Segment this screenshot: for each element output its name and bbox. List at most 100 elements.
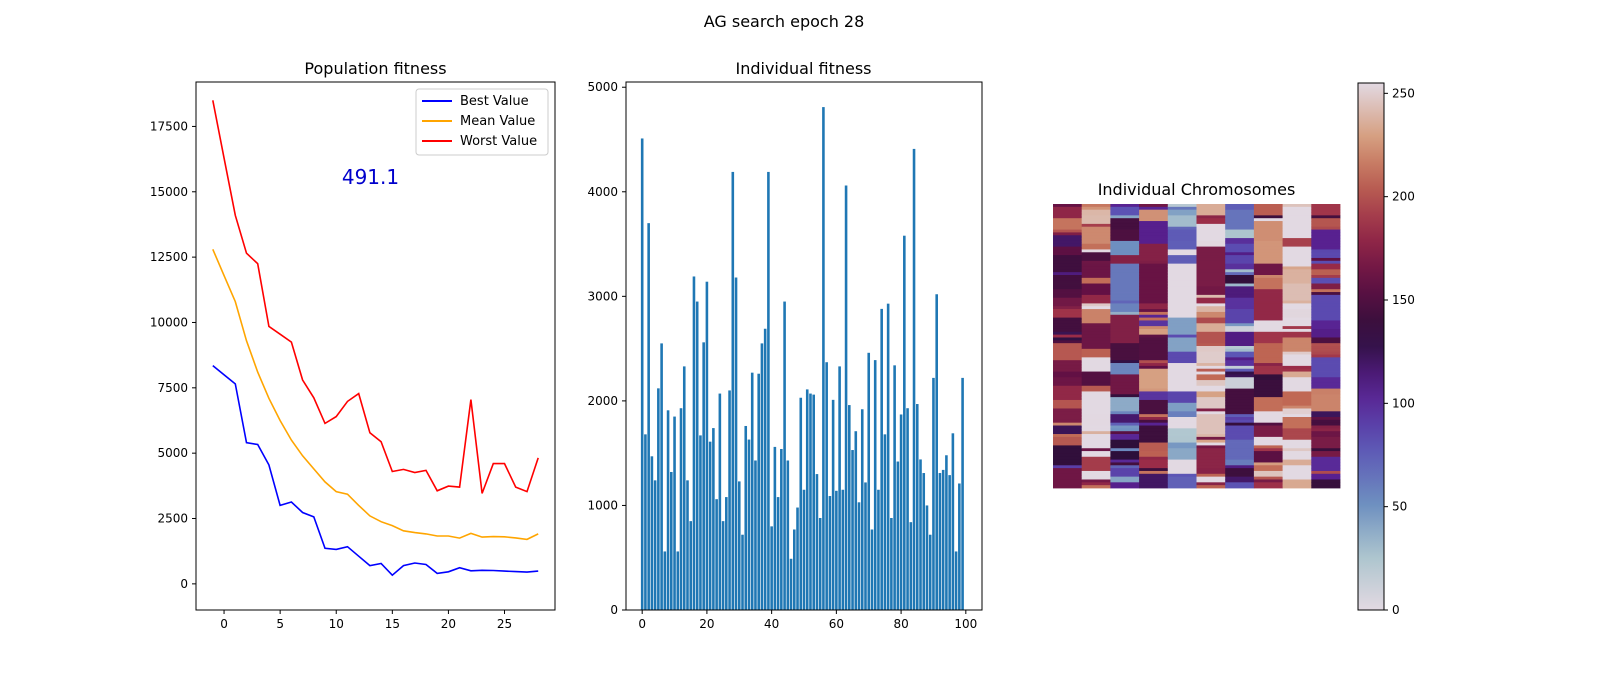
chromosome-cell xyxy=(1081,294,1111,299)
chromosome-cell xyxy=(1196,348,1226,353)
chromosome-cell xyxy=(1225,334,1255,338)
chromosome-cell xyxy=(1167,232,1197,236)
chromosome-cell xyxy=(1196,357,1226,361)
chromosome-cell xyxy=(1139,462,1169,466)
chromosome-cell xyxy=(1167,249,1197,253)
chromosome-cell xyxy=(1196,240,1226,245)
chromosome-cell xyxy=(1311,431,1341,435)
fitness-bar xyxy=(793,529,796,610)
chromosome-cell xyxy=(1225,235,1255,239)
chromosome-cell xyxy=(1311,425,1341,429)
chromosome-cell xyxy=(1053,317,1083,321)
chromosome-cell xyxy=(1139,206,1169,211)
chromosome-cell xyxy=(1167,448,1197,452)
chromosome-cell xyxy=(1196,431,1226,435)
chromosome-cell xyxy=(1139,320,1169,324)
chromosome-cell xyxy=(1110,209,1140,213)
chromosome-cell xyxy=(1081,348,1111,353)
chromosome-cell xyxy=(1282,425,1312,429)
chromosome-cell xyxy=(1081,482,1111,486)
chromosome-cell xyxy=(1139,382,1169,387)
chromosome-cell xyxy=(1253,266,1283,270)
fitness-bar xyxy=(857,502,861,610)
chromosome-cell xyxy=(1196,468,1226,472)
chromosome-cell xyxy=(1253,360,1283,364)
chromosome-cell xyxy=(1311,357,1341,361)
chromosome-cell xyxy=(1139,314,1169,318)
chromosome-cell xyxy=(1167,456,1197,460)
chromosome-cell xyxy=(1081,473,1111,478)
chromosome-cell xyxy=(1167,289,1197,293)
chromosome-cell xyxy=(1053,238,1083,242)
chromosome-cell xyxy=(1196,394,1226,398)
fitness-bar xyxy=(715,499,718,610)
chromosome-cell xyxy=(1081,388,1111,392)
fitness-bar xyxy=(682,366,686,610)
chromosome-cell xyxy=(1167,459,1197,463)
chromosome-cell xyxy=(1196,434,1226,438)
chromosome-cell xyxy=(1110,206,1140,211)
chromosome-cell xyxy=(1081,309,1111,313)
chromosome-cell xyxy=(1196,334,1226,338)
chromosome-cell xyxy=(1081,465,1111,469)
chromosome-cell xyxy=(1139,246,1169,250)
chromosome-cell xyxy=(1225,363,1255,367)
chromosome-cell xyxy=(1253,453,1283,458)
chromosome-cell xyxy=(1311,226,1341,230)
chromosome-cell xyxy=(1282,275,1312,279)
chromosome-cell xyxy=(1196,226,1226,230)
fitness-bar xyxy=(822,107,825,610)
chromosome-cell xyxy=(1196,402,1226,407)
chromosome-cell xyxy=(1053,337,1083,341)
chromosome-cell xyxy=(1253,448,1283,452)
chromosome-cell xyxy=(1110,260,1140,265)
chromosome-cell xyxy=(1167,212,1197,216)
chromosome-cell xyxy=(1139,275,1169,279)
chromosome-cell xyxy=(1225,209,1255,213)
fitness-bar xyxy=(692,276,696,610)
chromosome-cell xyxy=(1139,388,1169,392)
chromosome-cell xyxy=(1282,257,1312,262)
chromosome-cell xyxy=(1253,417,1283,421)
chromosome-cell xyxy=(1110,223,1140,228)
chromosome-cell xyxy=(1282,266,1312,270)
chromosome-cell xyxy=(1253,263,1283,267)
chromosome-cell xyxy=(1311,243,1341,247)
chromosome-cell xyxy=(1311,428,1341,432)
chromosome-cell xyxy=(1139,442,1169,446)
chromosome-cell xyxy=(1225,357,1255,361)
fitness-bar xyxy=(851,450,854,610)
chromosome-cell xyxy=(1110,283,1140,287)
chromosome-cell xyxy=(1253,436,1283,441)
chromosome-cell xyxy=(1053,382,1083,387)
chromosome-cell xyxy=(1081,238,1111,242)
fitness-bar xyxy=(679,408,683,610)
chromosome-cell xyxy=(1196,221,1226,225)
chromosome-cell xyxy=(1282,223,1312,228)
chromosome-cell xyxy=(1311,249,1341,253)
chromosome-cell xyxy=(1196,206,1226,211)
chromosome-cell xyxy=(1139,331,1169,336)
chromosome-cell xyxy=(1053,204,1083,208)
chromosome-cell xyxy=(1282,436,1312,441)
chromosome-cell xyxy=(1053,371,1083,375)
y-tick-label: 0 xyxy=(180,577,188,591)
chromosome-cell xyxy=(1167,397,1197,401)
fitness-bar xyxy=(699,435,702,610)
chromosome-cell xyxy=(1196,368,1226,372)
chromosome-cell xyxy=(1196,476,1226,480)
chromosome-cell xyxy=(1110,280,1140,284)
chromosome-cell xyxy=(1110,394,1140,398)
chromosome-cell xyxy=(1053,297,1083,301)
chromosome-cell xyxy=(1311,451,1341,455)
chromosome-cell xyxy=(1081,385,1111,389)
chromosome-cell xyxy=(1253,470,1283,475)
chromosome-cell xyxy=(1311,365,1341,370)
chromosome-cell xyxy=(1225,277,1255,282)
chromosome-cell xyxy=(1253,391,1283,395)
chromosome-cell xyxy=(1225,456,1255,460)
chromosome-cell xyxy=(1110,482,1140,486)
chromosome-cell xyxy=(1225,226,1255,230)
chromosome-cell xyxy=(1196,306,1226,310)
chromosome-cell xyxy=(1196,377,1226,381)
